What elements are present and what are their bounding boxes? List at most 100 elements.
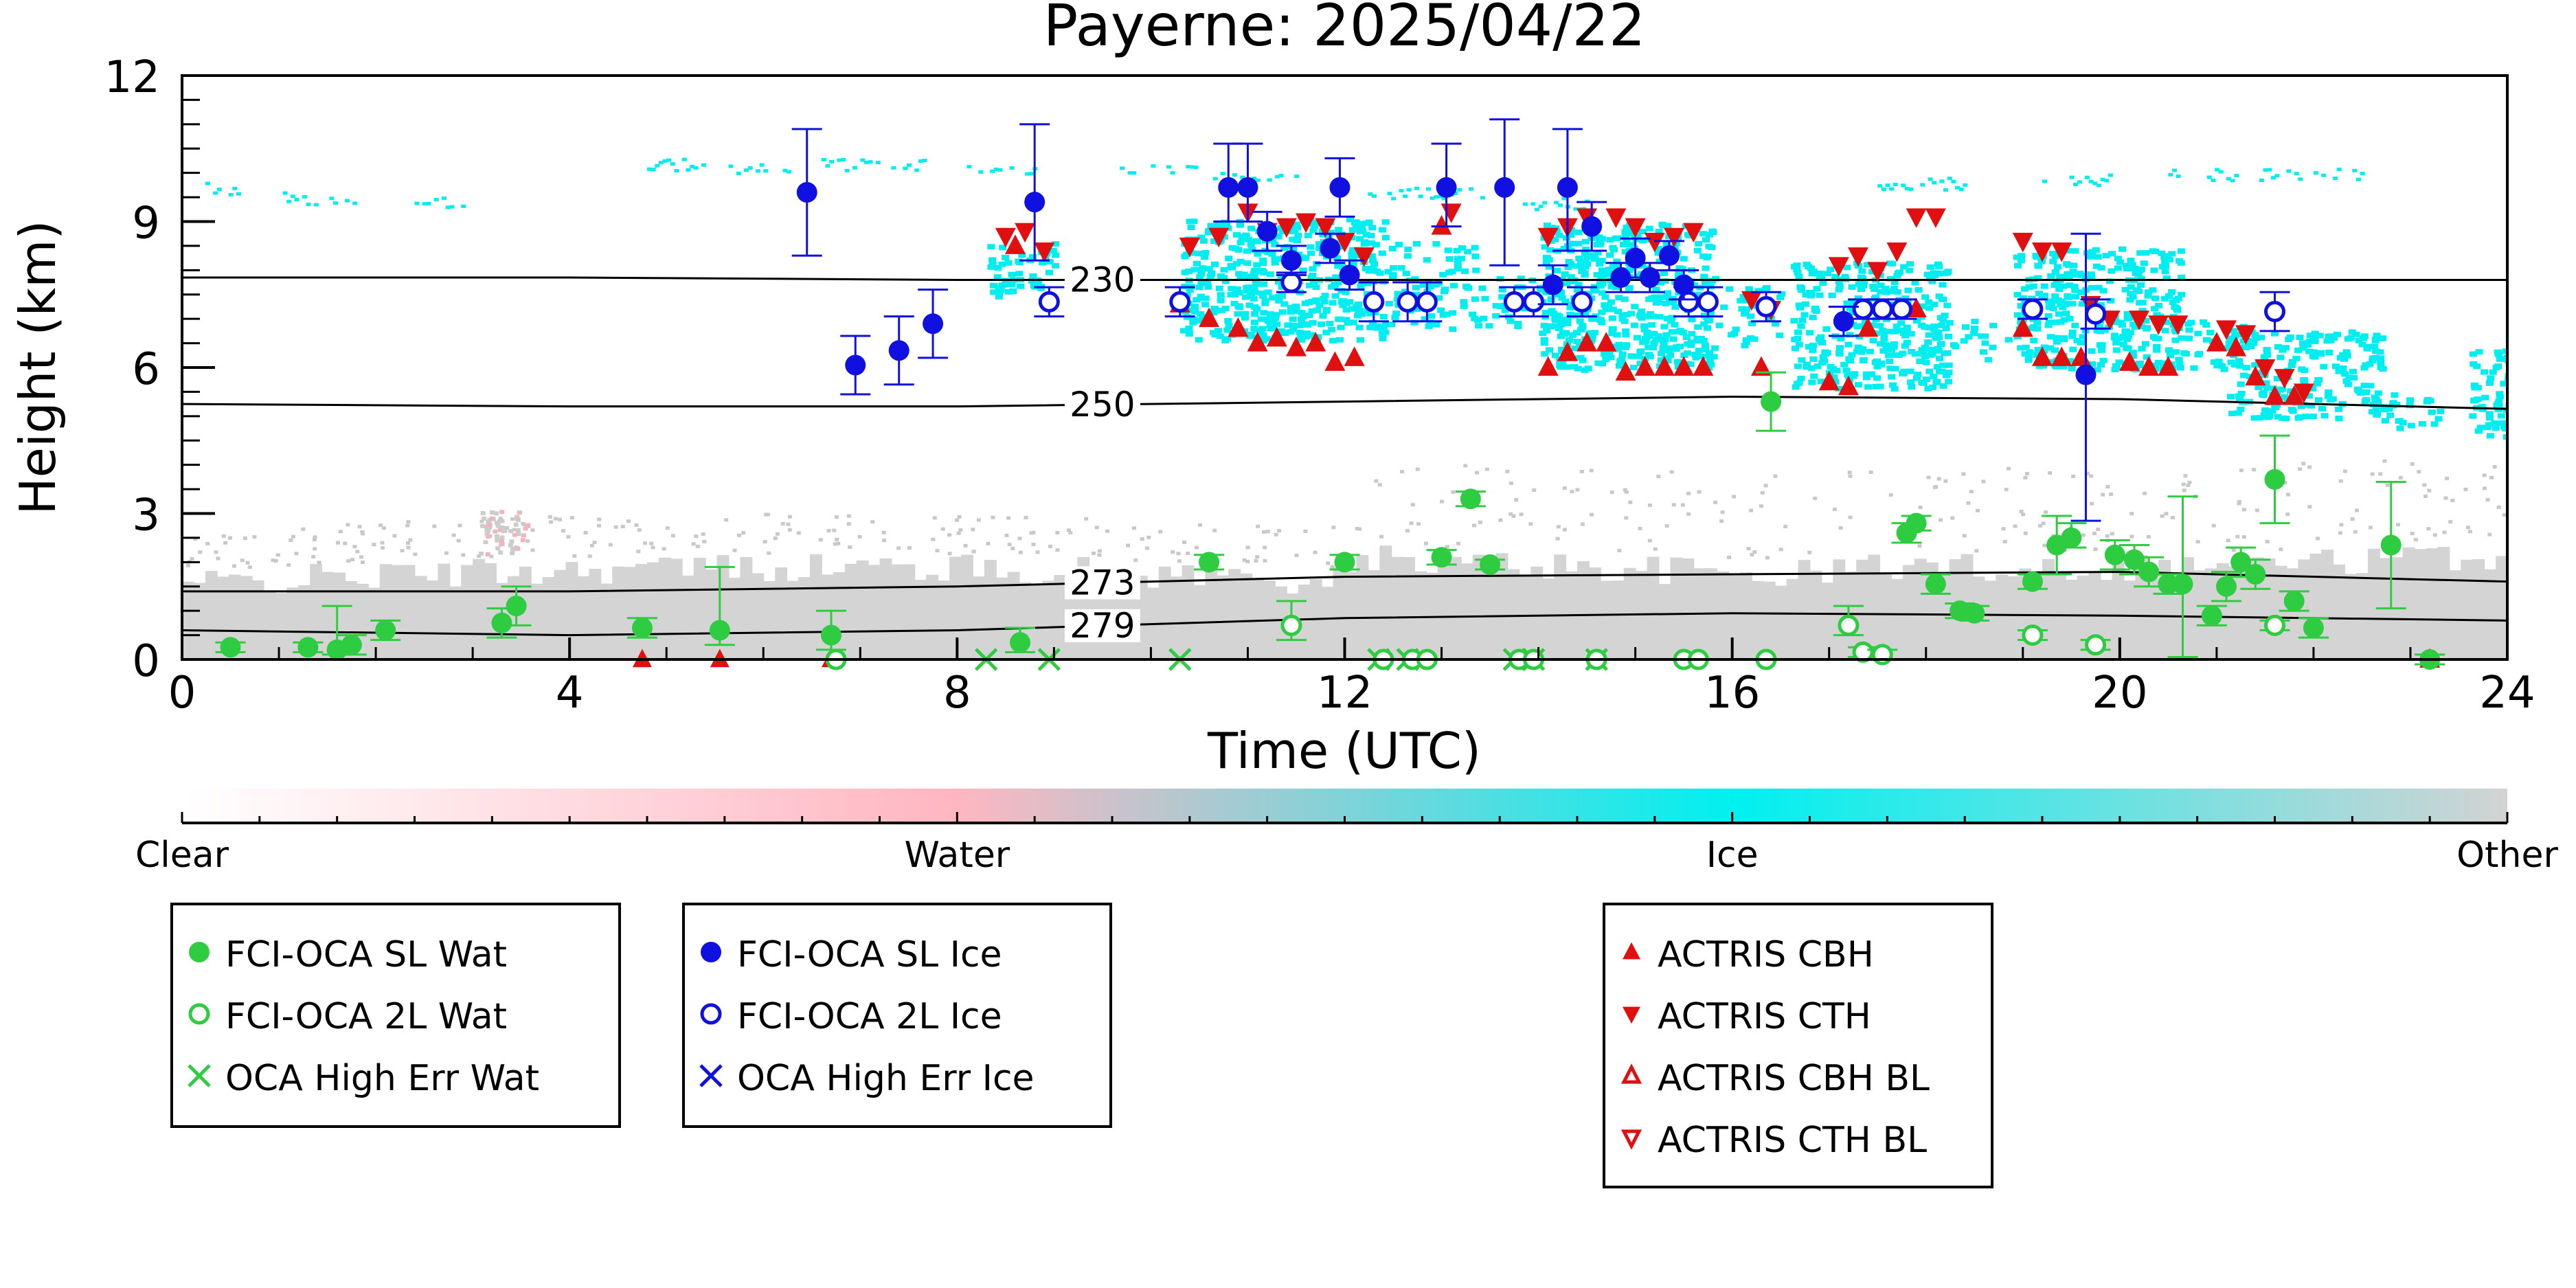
backdrop-cell [1640,323,1649,329]
backdrop-cell [2274,344,2282,350]
backdrop-cell [1838,526,1843,530]
backdrop-cell [519,566,532,659]
backdrop-cell [484,563,497,659]
backdrop-cell [1362,231,1370,238]
backdrop-cell [2381,418,2389,424]
backdrop-cell [2287,362,2296,368]
backdrop-cell [1274,174,1280,179]
backdrop-cell [1926,264,1934,270]
backdrop-cell [2226,394,2235,400]
backdrop-cell [1302,330,1311,337]
backdrop-cell [2077,575,2090,659]
backdrop-cell [744,168,749,172]
backdrop-cell [1575,488,1580,492]
backdrop-cell [809,554,822,659]
backdrop-cell [1943,188,1949,192]
backdrop-cell [2190,365,2198,371]
backdrop-cell [914,168,920,172]
backdrop-cell [286,199,292,203]
backdrop-cell [482,517,487,521]
backdrop-cell [1808,379,1816,385]
backdrop-cell [1052,252,1060,258]
backdrop-cell [1963,183,1968,187]
backdrop-cell [1280,301,1289,307]
backdrop-cell [1263,545,1267,550]
backdrop-cell [1605,349,1613,355]
backdrop-cell [834,515,839,519]
backdrop-cell [1298,337,1306,343]
backdrop-cell [1832,507,1837,511]
backdrop-cell [1695,338,1703,344]
backdrop-cell [2231,548,2236,552]
backdrop-cell [2064,247,2072,253]
backdrop-cell [2485,498,2490,502]
backdrop-cell [1552,292,1560,298]
backdrop-cell [2345,374,2353,381]
backdrop-cell [1478,285,1487,291]
backdrop-cell [1337,324,1345,330]
legend-marker [1623,1006,1640,1024]
backdrop-cell [1609,264,1617,270]
data-point [2104,544,2125,565]
backdrop-cell [2055,286,2064,293]
backdrop-cell [2119,334,2127,340]
backdrop-cell [1120,166,1125,170]
backdrop-cell [2496,391,2504,397]
backdrop-cell [1557,317,1566,323]
backdrop-cell [1876,341,1884,347]
backdrop-cell [2241,535,2246,539]
backdrop-cell [1366,265,1374,271]
backdrop-cell [1903,339,1911,346]
backdrop-cell [2180,350,2189,356]
backdrop-cell [485,552,490,557]
backdrop-cell [1241,294,1250,300]
backdrop-cell [1029,275,1037,282]
backdrop-cell [1289,236,1297,242]
backdrop-cell [1710,345,1719,351]
backdrop-cell [1888,493,1893,497]
backdrop-cell [1786,578,1799,659]
backdrop-cell [1304,321,1312,328]
backdrop-cell [1349,247,1357,253]
backdrop-cell [1652,286,1660,293]
backdrop-cell [1331,526,1336,530]
backdrop-cell [1221,305,1230,311]
backdrop-cell [2307,465,2312,469]
data-point [1339,264,1360,286]
backdrop-cell [658,557,671,659]
backdrop-cell [2237,332,2245,338]
backdrop-cell [2263,168,2268,172]
backdrop-cell [1939,383,1947,389]
backdrop-cell [988,257,997,263]
backdrop-cell [1890,328,1898,335]
backdrop-cell [1616,358,1625,364]
backdrop-cell [1562,486,1567,490]
backdrop-cell [495,546,501,551]
backdrop-cell [432,524,437,528]
backdrop-cell [2349,368,2357,374]
legend-marker [189,942,210,962]
backdrop-cell [1835,385,1843,392]
backdrop-cell [2017,345,2025,351]
backdrop-cell [1293,238,1301,244]
backdrop-cell [1252,578,1265,659]
backdrop-cell [530,583,543,659]
backdrop-cell [2442,530,2447,534]
backdrop-cell [1460,299,1468,305]
backdrop-cell [1574,365,1582,372]
backdrop-cell [2025,352,2033,359]
backdrop-cell [205,571,218,659]
backdrop-cell [891,166,896,170]
backdrop-cell [1668,329,1676,335]
backdrop-cell [405,523,410,528]
backdrop-cell [1680,256,1688,262]
backdrop-cell [1245,236,1253,242]
backdrop-cell [1760,490,1765,495]
backdrop-cell [1235,271,1243,277]
backdrop-cell [2112,319,2121,326]
backdrop-cell [2101,493,2105,497]
backdrop-cell [1936,355,1944,361]
data-point [2075,364,2097,385]
data-point [1871,644,1893,666]
data-point [1179,237,1200,258]
